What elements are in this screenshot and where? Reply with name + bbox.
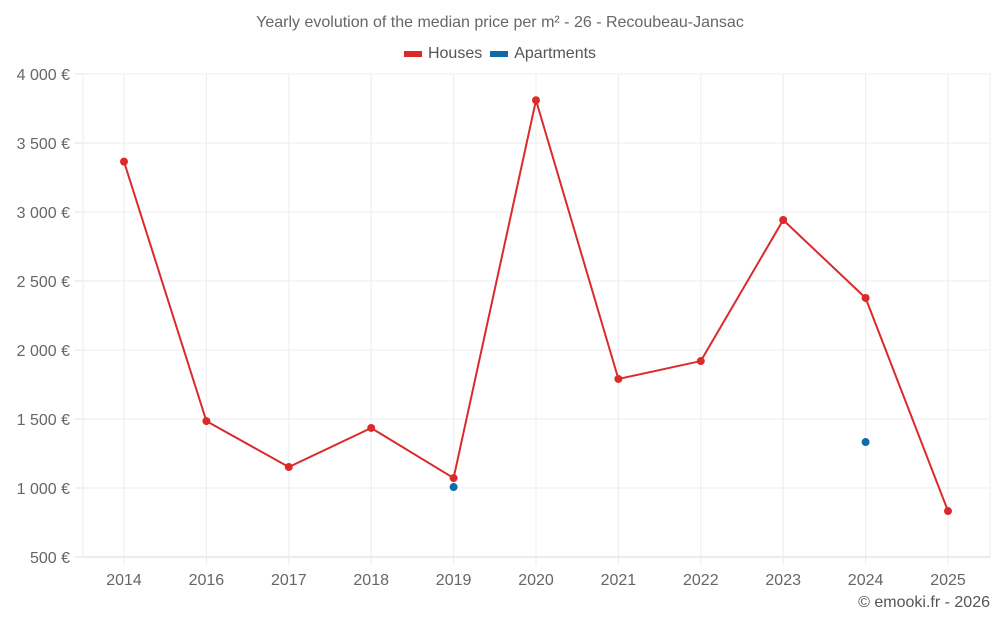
data-series <box>120 96 952 516</box>
x-tick-label: 2025 <box>930 572 966 589</box>
gridlines <box>75 73 991 565</box>
houses-swatch-icon <box>403 51 422 57</box>
data-point-houses[interactable] <box>532 96 540 105</box>
y-axis: 500 € 1 000 € 1 500 € 2 000 € 2 500 € 3 000 €… <box>17 67 70 567</box>
legend-item-apartments[interactable]: Apartments <box>490 45 596 63</box>
y-tick-label: 2 000 € <box>17 343 70 360</box>
data-point-houses[interactable] <box>284 463 293 472</box>
data-point-houses[interactable] <box>944 507 952 516</box>
x-tick-label: 2017 <box>271 572 307 589</box>
legend: Houses Apartments <box>0 45 1000 63</box>
x-tick-label: 2018 <box>353 572 389 589</box>
y-tick-label: 4 000 € <box>17 67 70 84</box>
x-tick-label: 2024 <box>848 572 884 589</box>
x-tick-label: 2022 <box>683 572 719 589</box>
chart-title: Yearly evolution of the median price per… <box>256 14 744 31</box>
data-point-houses[interactable] <box>861 293 870 302</box>
x-axis: 2014 2016 2017 2018 2019 2020 2021 2022 2023 2024… <box>106 572 966 589</box>
data-point-houses[interactable] <box>367 423 376 432</box>
x-tick-label: 2021 <box>601 572 637 589</box>
y-tick-label: 3 500 € <box>17 136 70 153</box>
x-tick-label: 2014 <box>106 572 142 589</box>
data-point-apartments[interactable] <box>449 483 458 492</box>
legend-label-houses: Houses <box>427 45 483 62</box>
x-tick-label: 2016 <box>189 572 225 589</box>
credit-text: © emooki.fr - 2026 <box>858 594 990 611</box>
data-point-houses[interactable] <box>120 157 128 166</box>
data-point-houses[interactable] <box>696 357 705 366</box>
apartments-swatch-icon <box>490 51 509 57</box>
data-point-houses[interactable] <box>449 474 458 483</box>
y-tick-label: 500 € <box>30 550 70 567</box>
y-tick-label: 1 000 € <box>17 481 70 498</box>
data-point-houses[interactable] <box>779 216 788 225</box>
x-tick-label: 2023 <box>765 572 801 589</box>
data-point-houses[interactable] <box>614 374 623 383</box>
legend-label-apartments: Apartments <box>514 45 597 62</box>
y-tick-label: 1 500 € <box>17 412 70 429</box>
legend-item-houses[interactable]: Houses <box>403 45 483 63</box>
y-tick-label: 2 500 € <box>17 274 70 291</box>
data-point-apartments[interactable] <box>861 438 870 447</box>
data-point-houses[interactable] <box>202 417 211 426</box>
x-tick-label: 2020 <box>518 572 554 589</box>
y-tick-label: 3 000 € <box>17 205 70 222</box>
x-tick-label: 2019 <box>436 572 472 589</box>
